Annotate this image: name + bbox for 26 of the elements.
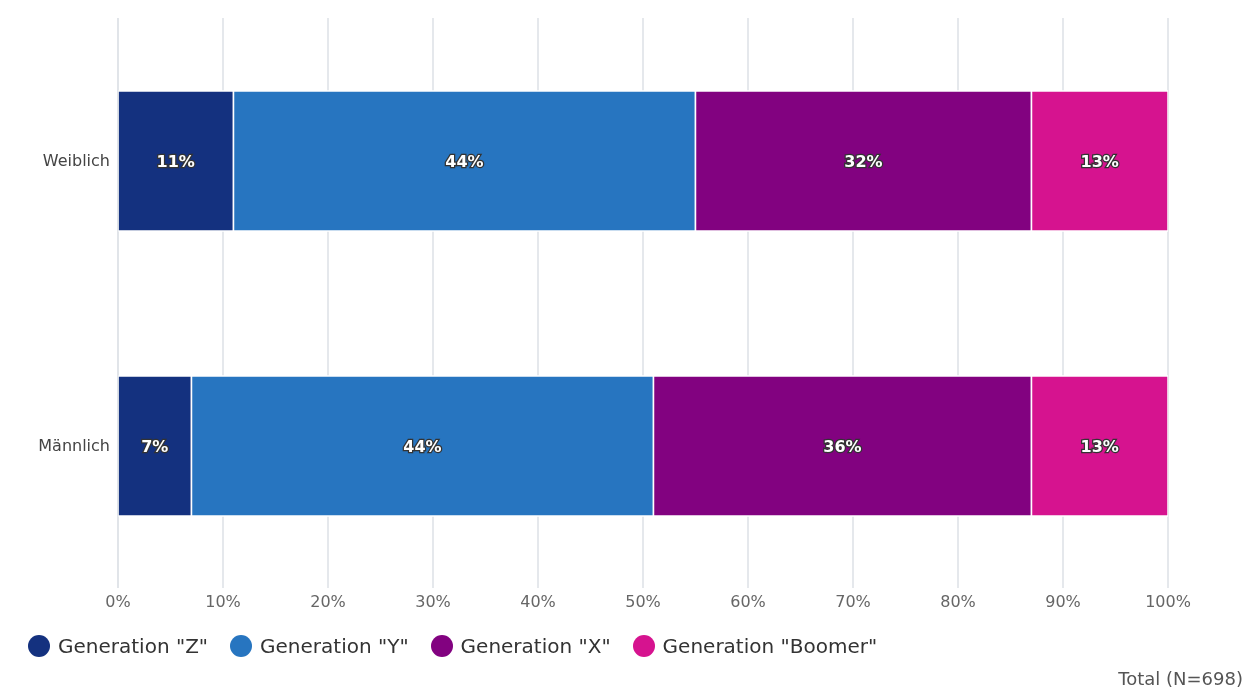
x-tick-label: 10% [205,592,241,612]
data-label: 11% [156,151,195,171]
x-tick-label: 90% [1045,592,1081,612]
y-tick-label: Weiblich [42,151,110,171]
x-tick-label: 50% [625,592,661,612]
data-label: 36% [823,436,862,456]
data-label: 44% [403,436,442,456]
legend-label: Generation "Z" [58,634,209,658]
legend-label: Generation "Boomer" [662,634,878,658]
data-label: 13% [1080,151,1119,171]
x-tick-label: 20% [310,592,346,612]
x-tick-label: 40% [520,592,556,612]
data-label: 7% [141,436,169,456]
legend-label: Generation "Y" [260,634,409,658]
x-tick-label: 100% [1145,592,1191,612]
data-label: 32% [844,151,883,171]
x-tick-label: 70% [835,592,871,612]
y-tick-label: Männlich [38,436,110,456]
data-label: 13% [1080,436,1119,456]
legend-label: Generation "X" [460,634,611,658]
x-tick-label: 80% [940,592,976,612]
data-label: 44% [445,151,484,171]
text: Total (N=698) [1118,668,1243,689]
x-tick-label: 60% [730,592,766,612]
x-tick-label: 0% [105,592,131,612]
x-tick-label: 30% [415,592,451,612]
